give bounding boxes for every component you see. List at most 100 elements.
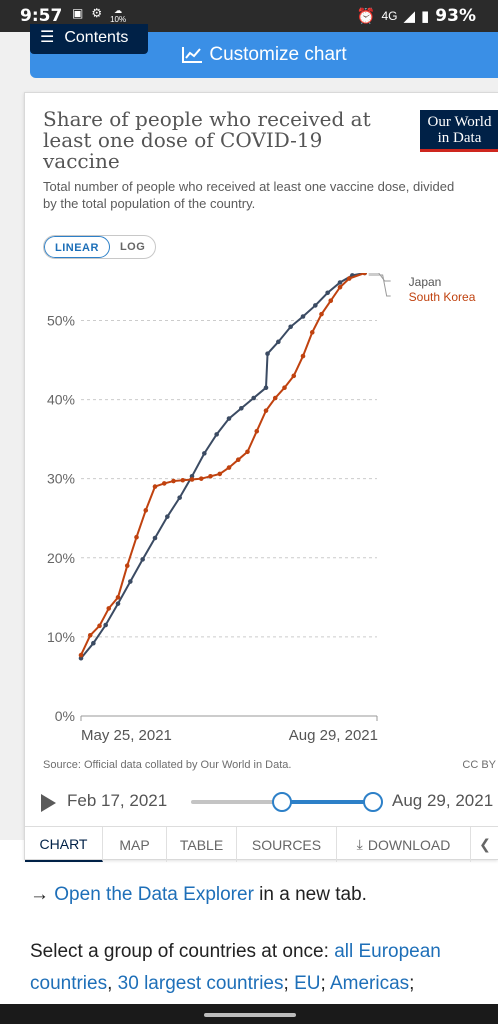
data-point <box>226 416 232 421</box>
data-point <box>115 595 121 600</box>
tab-map[interactable]: MAP <box>103 827 167 862</box>
contents-label: Contents <box>64 29 129 46</box>
contents-button[interactable]: ☰ Contents <box>30 24 148 54</box>
y-tick-label: 50% <box>47 312 75 328</box>
data-point <box>97 623 102 629</box>
tab-download[interactable]: ⤓ DOWNLOAD <box>337 827 471 862</box>
timeline-start-handle[interactable] <box>272 792 292 812</box>
x-tick-label: May 25, 2021 <box>81 727 172 744</box>
download-icon: ⤓ <box>356 836 363 852</box>
data-point <box>78 652 84 658</box>
legend-connector <box>368 274 391 297</box>
data-point <box>152 535 158 541</box>
data-point <box>309 330 315 335</box>
tab-table[interactable]: TABLE <box>167 827 237 862</box>
menu-icon: ☰ <box>40 29 55 46</box>
signal-icon: ◢ <box>403 8 416 25</box>
data-point <box>282 385 287 391</box>
legend-label-japan: Japan <box>409 275 442 289</box>
data-point <box>254 428 260 434</box>
data-point <box>337 284 343 290</box>
country-group-line: Select a group of countries at once: all… <box>30 936 490 1000</box>
data-point <box>202 451 207 456</box>
license-link[interactable]: CC BY <box>462 759 496 771</box>
logo-line-1: Our World <box>427 114 492 130</box>
x-tick-label: Aug 29, 2021 <box>289 727 378 744</box>
y-tick-label: 40% <box>47 392 75 408</box>
home-gesture-handle[interactable] <box>204 1013 296 1017</box>
data-point <box>239 405 244 411</box>
timeline-end-handle[interactable] <box>363 792 383 812</box>
alarm-icon: ⏰ <box>356 8 376 25</box>
data-point <box>198 476 204 481</box>
data-point <box>346 276 352 281</box>
owid-logo[interactable]: Our World in Data <box>420 110 498 152</box>
data-point <box>165 514 170 519</box>
timeline: Feb 17, 2021 Aug 29, 2021 <box>25 783 498 823</box>
data-point <box>235 457 241 462</box>
data-point <box>291 373 297 379</box>
status-time: 9:57 <box>20 6 63 26</box>
european-countries-link[interactable]: all European countries <box>30 941 441 994</box>
data-point <box>124 563 130 568</box>
largest-countries-link[interactable]: 30 largest countries <box>117 973 284 994</box>
y-tick-label: 20% <box>47 550 75 566</box>
status-icons-left: ▣ ⚙ ☁ 10% <box>72 6 126 24</box>
chart-title: Share of people who received at least on… <box>43 107 371 173</box>
tab-download-label: DOWNLOAD <box>367 836 451 853</box>
status-icons-right: ⏰ 4G ◢ ▮ 93% <box>357 6 476 26</box>
group-separator-1: , <box>107 973 118 994</box>
data-point <box>87 633 93 638</box>
data-point <box>78 655 84 661</box>
data-point <box>189 474 195 479</box>
data-point <box>140 557 145 562</box>
line-chart[interactable]: 0% 10% 20% 30% 40% 50% May 25, 2021 Aug 29, 202… <box>25 273 498 753</box>
data-point <box>251 395 256 401</box>
tab-chart[interactable]: CHART <box>25 827 103 862</box>
data-point <box>276 339 281 345</box>
source-note: Source: Official data collated by Our Wo… <box>43 759 292 771</box>
notification-icon: ▣ <box>72 6 84 20</box>
weather-temp: 10% <box>110 15 127 24</box>
data-point <box>189 477 195 482</box>
customize-label: Customize chart <box>209 44 347 65</box>
legend-connector <box>368 273 391 282</box>
scale-toggle: LINEAR LOG <box>43 235 157 259</box>
timeline-end-date: Aug 29, 2021 <box>392 791 494 810</box>
chart-tabs: CHART MAP TABLE SOURCES ⤓ DOWNLOAD ❮ <box>25 826 498 862</box>
data-point <box>265 351 270 356</box>
data-point <box>313 303 318 308</box>
data-point <box>300 353 306 359</box>
series-line-south-korea <box>80 273 366 656</box>
data-point <box>103 622 108 628</box>
timeline-start-date: Feb 17, 2021 <box>67 791 168 810</box>
data-point <box>128 579 133 584</box>
weather-icon: ☁ 10% <box>110 6 127 24</box>
data-point <box>134 534 139 540</box>
chart-card: Share of people who received at least on… <box>24 92 498 862</box>
data-point <box>288 324 293 330</box>
data-point <box>245 449 250 455</box>
chart-subtitle: Total number of people who received at l… <box>43 179 455 211</box>
data-explorer-link[interactable]: Open the Data Explorer <box>54 884 254 905</box>
play-icon[interactable] <box>41 794 56 812</box>
data-point <box>143 508 149 513</box>
group-separator-2: ; <box>283 973 295 994</box>
data-point <box>177 495 182 500</box>
share-icon[interactable]: ❮ <box>479 836 491 852</box>
data-point <box>180 477 186 483</box>
data-explorer-suffix: in a new tab. <box>253 884 367 905</box>
linear-scale-button[interactable]: LINEAR <box>44 236 110 258</box>
data-point <box>362 273 367 276</box>
data-point <box>91 640 96 646</box>
americas-link[interactable]: Americas <box>329 973 410 994</box>
data-point <box>161 481 167 486</box>
legend-label-south-korea: South Korea <box>409 290 476 304</box>
log-scale-button[interactable]: LOG <box>119 241 146 253</box>
group-separator-4: ; <box>409 973 415 994</box>
y-tick-label: 30% <box>47 471 75 487</box>
tab-sources[interactable]: SOURCES <box>237 827 337 862</box>
arrow-icon: → <box>30 884 49 905</box>
data-point <box>152 484 158 489</box>
eu-link[interactable]: EU <box>294 973 321 994</box>
